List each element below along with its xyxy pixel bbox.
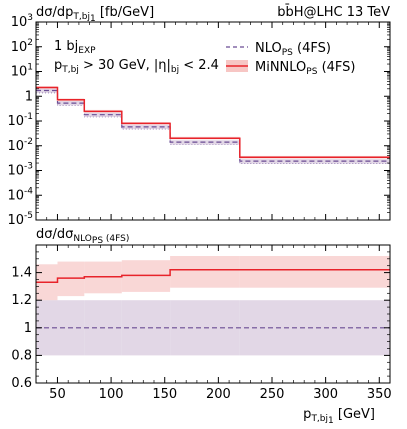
legend-label-minnlo: MiNNLOPS (4FS): [255, 60, 356, 77]
ratio-ytick-label: 1.2: [11, 293, 32, 308]
ratio-band-minnlo-bin-5: [170, 256, 240, 288]
ratio-panel: 0.6 0.8 1 1.2 1.4 50 100 150 200 250 300 350: [11, 244, 392, 402]
x-axis-label: pT,bj1 [GeV]: [303, 407, 375, 426]
xtick-label: 350: [367, 387, 392, 402]
ratio-ylabel: dσ/dσNLOPS (4FS): [36, 227, 129, 246]
main-ytick-label: 1: [25, 89, 33, 104]
ratio-band-minnlo-bin-6: [239, 256, 390, 288]
ratio-ytick-label: 0.6: [11, 376, 32, 391]
main-bands: [36, 86, 390, 164]
annotation-line1: 1 bjEXP: [54, 39, 96, 56]
main-band-nlo-bin-2: [57, 101, 85, 106]
legend: NLOPS (4FS) MiNNLOPS (4FS): [226, 41, 356, 77]
xtick-label: 150: [152, 387, 177, 402]
ratio-lines: [36, 269, 390, 329]
main-ytick-label: 102: [11, 38, 33, 55]
main-ticks: 103 102 101 1 10-1 10-2 10-3 10-4 10-5: [7, 13, 391, 228]
main-ytick-label: 101: [11, 63, 33, 80]
main-title-left: dσ/dpT,bj1 [fb/GeV]: [36, 5, 154, 24]
ratio-band-nlo-bin-4: [121, 300, 171, 356]
main-panel: 103 102 101 1 10-1 10-2 10-3 10-4 10-5 1 bjEXP p…: [7, 13, 391, 228]
ratio-ytick-label: 1.4: [11, 266, 32, 281]
main-ytick-label: 10-5: [7, 211, 33, 228]
main-ytick-label: 10-3: [7, 162, 33, 179]
main-ytick-label: 10-2: [7, 137, 33, 154]
main-lines: [36, 86, 390, 164]
annotation-line2: pT,bj > 30 GeV, |η|bj < 2.4: [54, 58, 219, 75]
xtick-label: 200: [206, 387, 231, 402]
main-frame: [35, 21, 391, 221]
main-ytick-label: 10-1: [7, 112, 33, 129]
main-title-right: bb̄H@LHC 13 TeV: [277, 5, 390, 20]
main-band-nlo-bin-6: [239, 159, 390, 164]
xtick-label: 100: [99, 387, 124, 402]
main-line-minnlo: [36, 86, 390, 159]
ratio-ytick-label: 1: [24, 321, 32, 336]
ratio-ytick-label: 0.8: [11, 348, 32, 363]
xtick-label: 50: [49, 387, 66, 402]
legend-label-nlo: NLOPS (4FS): [255, 41, 331, 58]
xtick-label: 250: [260, 387, 285, 402]
main-ytick-label: 103: [11, 13, 33, 30]
xtick-label: 300: [313, 387, 338, 402]
ratio-line-minnlo: [36, 269, 390, 284]
main-line-nlo: [36, 89, 390, 162]
ratio-frame: [35, 244, 391, 384]
main-ytick-label: 10-4: [7, 186, 33, 203]
ratio-bands: [36, 256, 390, 356]
main-band-edge-low-nlo: [36, 92, 390, 164]
